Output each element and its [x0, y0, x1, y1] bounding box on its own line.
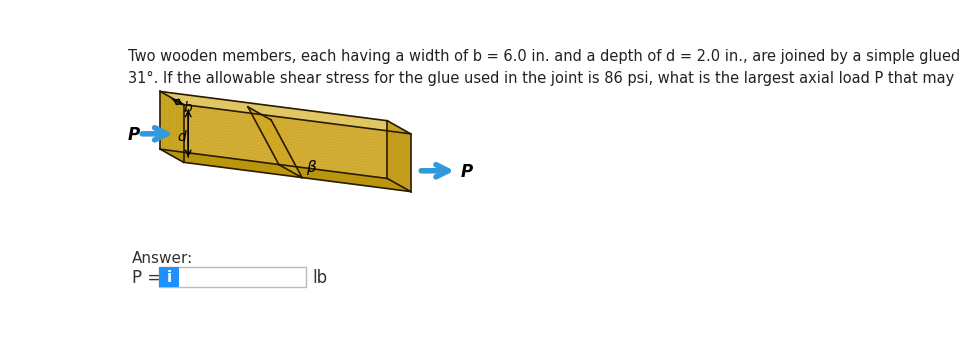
Text: Answer:: Answer:: [132, 251, 193, 266]
Polygon shape: [160, 92, 411, 134]
Polygon shape: [183, 105, 411, 192]
FancyBboxPatch shape: [158, 267, 306, 287]
Polygon shape: [248, 107, 302, 178]
Text: P =: P =: [132, 269, 161, 287]
Polygon shape: [388, 121, 411, 192]
Text: d: d: [178, 130, 186, 144]
Text: lb: lb: [312, 269, 327, 287]
FancyBboxPatch shape: [158, 267, 179, 287]
Text: i: i: [166, 270, 172, 285]
Text: β: β: [306, 160, 316, 175]
Text: Two wooden members, each having a width of b = 6.0 in. and a depth of d = 2.0 in: Two wooden members, each having a width …: [128, 49, 960, 86]
Text: P: P: [128, 126, 140, 144]
Polygon shape: [160, 92, 183, 162]
Text: b: b: [183, 101, 192, 115]
Polygon shape: [160, 149, 411, 192]
Text: P: P: [461, 163, 473, 181]
